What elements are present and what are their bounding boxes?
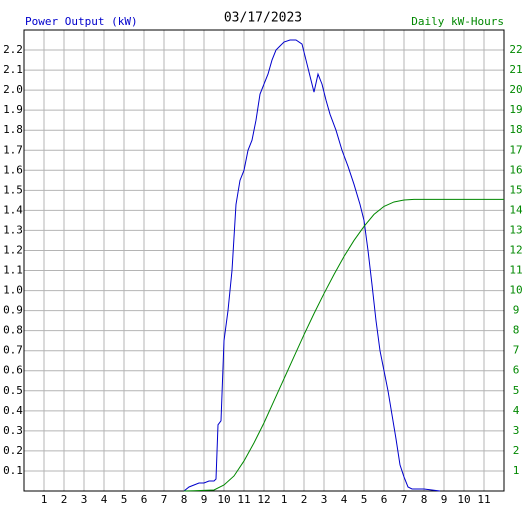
data-line [183, 198, 504, 492]
x-tick-label: 9 [201, 493, 208, 506]
y-tick-label: 2.1 [3, 63, 23, 76]
x-tick-label: 11 [477, 493, 490, 506]
y-tick-label: 0.6 [3, 364, 23, 377]
y-tick-label: 1.0 [3, 284, 23, 297]
y-tick-label: 1.2 [3, 243, 23, 256]
chart-title: 03/17/2023 [224, 11, 302, 26]
y-tick-label: 0.1 [3, 464, 23, 477]
x-tick-label: 4 [341, 493, 348, 506]
y-tick-label: 1.9 [3, 103, 23, 116]
y2-tick-label: 1 [513, 464, 520, 477]
y-tick-label: 1.6 [3, 163, 23, 176]
y2-tick-label: 22 [509, 43, 522, 56]
y2-tick-label: 18 [509, 123, 522, 136]
x-tick-label: 1 [41, 493, 48, 506]
x-tick-label: 3 [81, 493, 88, 506]
y-tick-label: 1.1 [3, 264, 23, 277]
x-tick-label: 5 [121, 493, 128, 506]
x-tick-label: 3 [321, 493, 328, 506]
y2-axis-label: Daily kW-Hours [411, 15, 504, 28]
y2-tick-label: 17 [509, 143, 522, 156]
x-tick-label: 10 [217, 493, 230, 506]
y2-tick-label: 20 [509, 83, 522, 96]
y-tick-label: 0.8 [3, 324, 23, 337]
x-tick-label: 7 [161, 493, 168, 506]
y2-tick-label: 10 [509, 284, 522, 297]
y2-tick-label: 13 [509, 223, 522, 236]
y2-tick-label: 7 [513, 344, 520, 357]
y-tick-label: 2.2 [3, 43, 23, 56]
y2-tick-label: 2 [513, 444, 520, 457]
y2-tick-label: 5 [513, 384, 520, 397]
x-tick-label: 9 [441, 493, 448, 506]
y2-tick-label: 21 [509, 63, 522, 76]
y2-tick-label: 15 [509, 183, 522, 196]
y-tick-label: 0.4 [3, 404, 23, 417]
y-tick-label: 0.7 [3, 344, 23, 357]
x-tick-label: 11 [237, 493, 250, 506]
y-tick-label: 1.8 [3, 123, 23, 136]
y2-tick-label: 16 [509, 163, 522, 176]
y-tick-label: 0.5 [3, 384, 23, 397]
y2-tick-label: 6 [513, 364, 520, 377]
y2-tick-label: 12 [509, 243, 522, 256]
x-tick-label: 8 [421, 493, 428, 506]
x-tick-label: 7 [401, 493, 408, 506]
y-tick-label: 0.3 [3, 424, 23, 437]
y2-tick-label: 14 [509, 203, 523, 216]
y2-tick-label: 4 [513, 404, 520, 417]
y2-tick-label: 19 [509, 103, 522, 116]
x-tick-label: 2 [301, 493, 308, 506]
y-tick-label: 1.5 [3, 183, 23, 196]
x-tick-label: 8 [181, 493, 188, 506]
x-tick-label: 5 [361, 493, 368, 506]
plot-frame [23, 29, 505, 492]
y-tick-label: 0.9 [3, 304, 23, 317]
x-tick-label: 1 [281, 493, 288, 506]
y2-tick-label: 3 [513, 424, 520, 437]
y-tick-label: 2.0 [3, 83, 23, 96]
y-tick-label: 0.2 [3, 444, 23, 457]
x-tick-label: 6 [381, 493, 388, 506]
y2-tick-label: 11 [509, 264, 522, 277]
y-tick-label: 1.4 [3, 203, 23, 216]
y2-tick-label: 9 [513, 304, 520, 317]
x-tick-label: 4 [101, 493, 108, 506]
data-line [183, 39, 441, 492]
x-tick-label: 10 [457, 493, 470, 506]
y-tick-label: 1.7 [3, 143, 23, 156]
x-tick-label: 2 [61, 493, 68, 506]
y-axis-label: Power Output (kW) [25, 15, 138, 28]
y-tick-label: 1.3 [3, 223, 23, 236]
y2-tick-label: 8 [513, 324, 520, 337]
x-tick-label: 6 [141, 493, 148, 506]
x-tick-label: 12 [257, 493, 270, 506]
